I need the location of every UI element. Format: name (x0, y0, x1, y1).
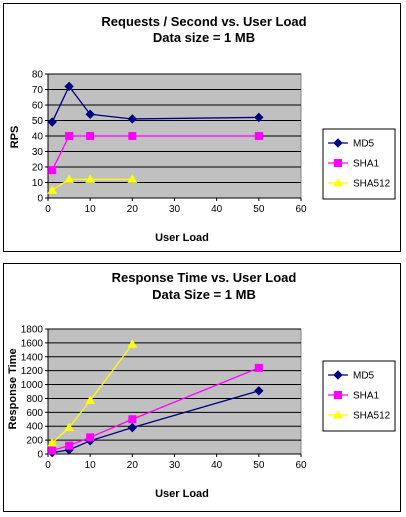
legend: MD5 SHA1 SHA512 (322, 360, 396, 432)
plot-area: 0 10 20 30 40 50 60 70 80 0 10 20 30 40 50 60 (32, 70, 307, 216)
data-point-sha512 (47, 437, 58, 447)
data-point-sha1 (48, 446, 57, 455)
y-tick-label: 600 (26, 408, 43, 419)
data-point-md5 (85, 109, 95, 120)
y-tick-label: 10 (32, 178, 44, 189)
data-point-md5 (127, 422, 138, 433)
y-tick-label: 40 (32, 132, 44, 143)
y-tick-label: 80 (32, 70, 44, 81)
data-point-sha512 (47, 185, 58, 194)
x-tick-label: 30 (169, 460, 181, 471)
response-time-chart: Response Time vs. User Load Data Size = … (7, 270, 396, 500)
x-tick-label: 30 (169, 204, 181, 215)
data-point-sha1 (65, 132, 74, 140)
y-tick-label: 60 (32, 101, 44, 112)
x-tick-label: 50 (253, 204, 265, 215)
y-tick-label: 30 (32, 147, 44, 158)
x-tick-label: 0 (45, 460, 51, 471)
series-line-sha512 (51, 178, 133, 191)
legend-marker-md5 (333, 138, 343, 148)
plot-area: 0 200 400 600 800 1000 1200 1400 1600 1800 0 10 20 30… (21, 325, 307, 472)
chart-subtitle: Data Size = 1 MB (152, 287, 256, 302)
legend: MD5 SHA1 SHA512 (322, 128, 396, 200)
x-tick-label: 40 (211, 204, 223, 215)
y-tick-label: 0 (37, 450, 43, 461)
data-point-sha512 (127, 339, 138, 348)
x-tick-label: 60 (295, 204, 307, 215)
x-axis-title: User Load (155, 232, 209, 244)
data-point-sha1 (86, 433, 95, 442)
x-tick-label: 50 (253, 460, 265, 471)
legend-marker-sha512 (333, 409, 343, 419)
y-tick-label: 1600 (21, 338, 44, 349)
legend-label-sha1: SHA1 (353, 391, 380, 402)
data-point-sha1 (65, 441, 74, 450)
legend-label-md5: MD5 (353, 371, 375, 382)
x-tick-label: 10 (85, 460, 97, 471)
x-tick-label: 20 (127, 204, 139, 215)
y-tick-label: 70 (32, 85, 44, 96)
x-tick-label: 60 (295, 460, 307, 471)
legend-marker-sha1 (334, 391, 342, 399)
data-point-sha1 (86, 132, 95, 140)
x-tick-label: 0 (45, 204, 51, 215)
data-point-sha512 (85, 395, 96, 405)
data-point-md5 (64, 81, 74, 92)
legend-label-sha512: SHA512 (353, 411, 391, 422)
data-point-sha512 (64, 422, 74, 432)
x-tick-label: 10 (85, 204, 97, 215)
legend-marker-md5 (333, 370, 343, 380)
legend-label-md5: MD5 (353, 139, 375, 150)
data-point-sha1 (254, 132, 263, 140)
y-tick-label: 50 (32, 116, 44, 127)
chart-subtitle: Data size = 1 MB (153, 30, 255, 45)
y-tick-label: 400 (26, 422, 43, 433)
data-point-sha512 (127, 174, 138, 183)
data-point-sha512 (85, 174, 96, 183)
y-tick-label: 20 (32, 163, 44, 174)
y-tick-label: 0 (37, 194, 43, 205)
data-point-sha1 (128, 132, 137, 140)
y-tick-label: 1000 (21, 380, 44, 391)
y-axis-title: RPS (9, 126, 21, 149)
data-point-md5 (47, 117, 57, 127)
y-tick-label: 1200 (21, 366, 44, 377)
chart-title: Requests / Second vs. User Load (101, 14, 306, 29)
x-tick-label: 20 (127, 460, 139, 471)
y-tick-label: 1400 (21, 352, 44, 363)
y-tick-label: 800 (26, 394, 43, 405)
legend-label-sha512: SHA512 (353, 179, 391, 190)
data-point-sha1 (128, 415, 137, 424)
data-point-md5 (254, 112, 264, 123)
plot-background (47, 328, 302, 455)
x-axis-title: User Load (155, 488, 209, 500)
data-point-md5 (127, 114, 138, 124)
legend-marker-sha1 (334, 159, 342, 167)
legend-label-sha1: SHA1 (353, 159, 380, 170)
series-line-sha512 (51, 343, 133, 444)
y-axis-title: Response Time (7, 348, 19, 429)
data-point-sha1 (254, 363, 263, 372)
rps-chart-panel: Requests / Second vs. User Load Data siz… (3, 3, 401, 252)
data-point-sha512 (64, 174, 74, 183)
chart-title: Response Time vs. User Load (112, 270, 297, 285)
y-tick-label: 200 (26, 436, 43, 447)
legend-marker-sha512 (333, 177, 343, 187)
data-point-sha1 (48, 166, 57, 175)
x-tick-label: 40 (211, 460, 223, 471)
response-time-chart-panel: Response Time vs. User Load Data Size = … (3, 263, 401, 512)
rps-chart: Requests / Second vs. User Load Data siz… (9, 14, 396, 244)
y-tick-label: 1800 (21, 325, 44, 336)
data-point-md5 (254, 386, 264, 396)
